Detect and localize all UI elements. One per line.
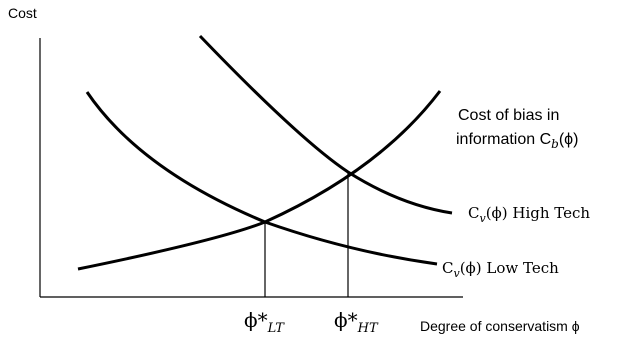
low-tech-curve [85,91,438,266]
cost-of-bias-label-line1: Cost of bias in [458,107,559,124]
low-tech-label-prefix: C [442,259,453,277]
cost-of-bias-label-sub: b [551,137,559,151]
x-axis-label: Degree of conservatism ϕ [420,318,580,334]
cost-of-bias-label-suffix: (ϕ) [559,131,579,148]
x-tick-phi-lt-sub: LT [267,321,286,336]
high-tech-label: Cv(ϕ) High Tech [468,204,590,225]
x-tick-phi-lt-main: ϕ* [244,308,268,332]
y-axis-label: Cost [8,5,37,21]
low-tech-label: Cv(ϕ) Low Tech [442,259,559,280]
cost-of-bias-curve [77,90,442,271]
x-tick-phi-ht-sub: HT [357,321,379,336]
x-tick-phi-lt: ϕ*LT [244,308,285,336]
x-tick-phi-ht-main: ϕ* [334,308,358,332]
low-tech-label-sub: v [453,267,460,280]
x-tick-phi-ht: ϕ*HT [334,308,379,336]
high-tech-label-sub: v [479,212,486,225]
cost-of-bias-label-line2: information Cb(ϕ) [456,131,578,151]
high-tech-curve [198,34,453,215]
cost-of-bias-label-prefix: information C [456,131,551,148]
low-tech-label-suffix: (ϕ) Low Tech [460,259,559,277]
high-tech-label-suffix: (ϕ) High Tech [486,204,591,222]
high-tech-label-prefix: C [468,204,479,222]
